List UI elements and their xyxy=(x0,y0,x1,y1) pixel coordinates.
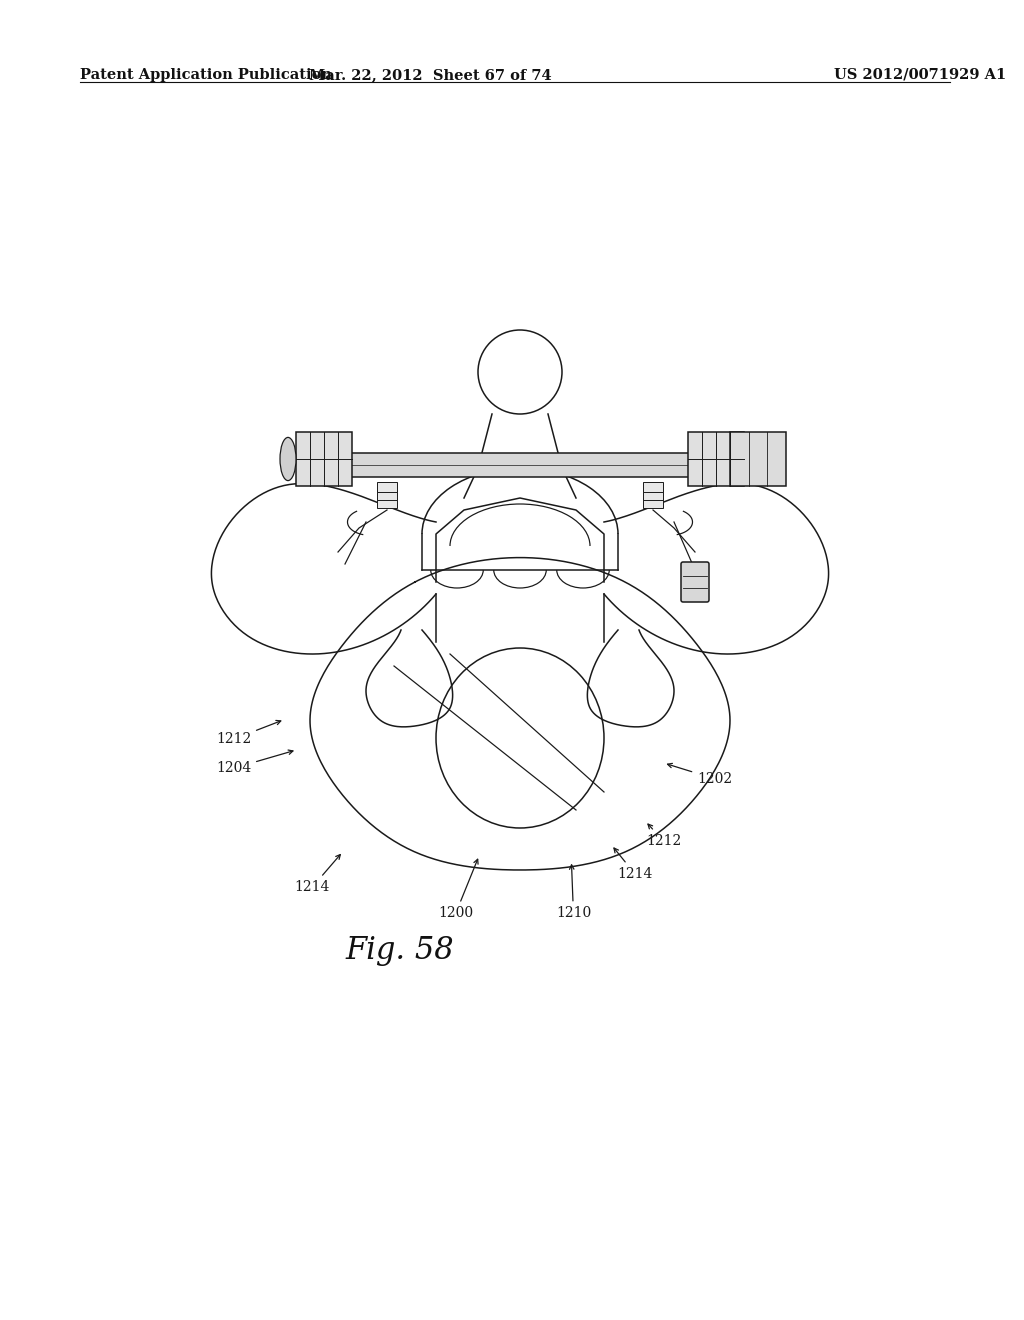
Bar xyxy=(338,453,702,477)
Bar xyxy=(643,490,663,500)
Bar xyxy=(643,498,663,508)
FancyBboxPatch shape xyxy=(681,562,709,602)
Text: 1210: 1210 xyxy=(556,865,591,920)
Bar xyxy=(296,432,352,486)
Text: 1204: 1204 xyxy=(216,750,293,775)
Bar xyxy=(643,482,663,492)
Text: 1212: 1212 xyxy=(216,721,281,746)
Text: 1214: 1214 xyxy=(614,847,652,880)
Text: 1214: 1214 xyxy=(295,854,340,894)
Text: 1200: 1200 xyxy=(438,859,478,920)
Text: 1212: 1212 xyxy=(646,824,681,847)
Text: Mar. 22, 2012  Sheet 67 of 74: Mar. 22, 2012 Sheet 67 of 74 xyxy=(308,69,551,82)
Bar xyxy=(377,498,397,508)
Text: Patent Application Publication: Patent Application Publication xyxy=(80,69,332,82)
Text: 1202: 1202 xyxy=(668,763,732,785)
Text: US 2012/0071929 A1: US 2012/0071929 A1 xyxy=(834,69,1007,82)
Bar xyxy=(377,482,397,492)
Bar xyxy=(377,490,397,500)
Ellipse shape xyxy=(280,437,296,480)
Bar xyxy=(730,432,786,486)
Ellipse shape xyxy=(744,437,760,480)
Text: Fig. 58: Fig. 58 xyxy=(346,935,455,965)
Bar xyxy=(688,432,744,486)
